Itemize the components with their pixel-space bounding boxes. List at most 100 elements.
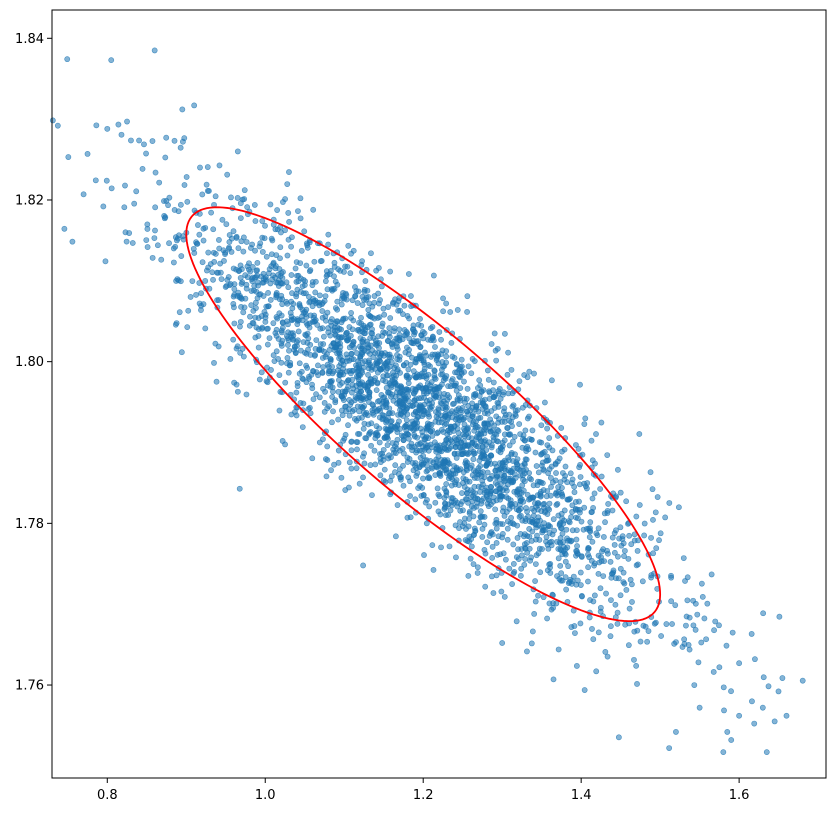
scatter-point [523,448,530,454]
scatter-point [453,361,460,368]
scatter-point [203,181,210,188]
scatter-point [607,558,614,565]
scatter-point [296,360,303,367]
scatter-point [440,308,447,315]
scatter-point [297,215,304,222]
scatter-point [611,530,618,537]
scatter-point [633,662,640,669]
scatter-point [396,418,402,425]
scatter-point [308,371,315,378]
scatter-point [374,379,381,386]
scatter-point [490,434,497,440]
y-tick-label: 1.78 [15,517,44,532]
scatter-point [335,388,342,395]
scatter-point [471,391,477,398]
scatter-point [452,382,459,389]
scatter-point [297,347,304,354]
scatter-point [136,137,142,144]
scatter-point [407,493,413,499]
scatter-point [369,492,375,498]
scatter-point [335,447,342,454]
scatter-point [574,550,581,557]
scatter-point [451,463,458,469]
scatter-point [429,351,436,358]
scatter-point [483,426,490,433]
scatter-point [210,276,216,283]
scatter-point [367,462,374,468]
scatter-point [592,460,598,467]
scatter-point [550,676,557,683]
scatter-point [348,389,355,396]
scatter-point [296,302,303,309]
scatter-point [573,663,580,669]
scatter-point [598,419,605,426]
scatter-point [385,304,392,311]
scatter-point [609,507,616,514]
scatter-point [477,489,483,495]
scatter-point [479,477,486,484]
scatter-point [478,431,485,438]
scatter-point [287,309,294,316]
scatter-point [463,426,470,433]
scatter-point [264,341,271,348]
scatter-point [501,593,508,600]
scatter-point [366,431,372,438]
scatter-point [528,476,534,483]
scatter-point [330,286,337,292]
scatter-point [361,297,367,303]
scatter-point [471,505,477,511]
scatter-point [301,228,308,235]
scatter-point [649,486,656,493]
scatter-point [131,200,138,207]
scatter-point [365,371,371,378]
scatter-point [332,305,339,311]
scatter-point [595,552,602,559]
scatter-point [701,615,708,622]
scatter-point [604,653,611,660]
scatter-point [554,538,560,545]
scatter-point [230,336,237,343]
scatter-point [355,366,362,373]
scatter-point [193,239,199,246]
scatter-point [593,668,600,675]
scatter-point [379,333,386,339]
scatter-point [405,271,412,277]
scatter-point [490,494,497,501]
scatter-point [611,549,618,556]
scatter-point [258,369,265,376]
scatter-point [581,687,588,693]
scatter-point [324,443,331,450]
scatter-point [528,640,535,647]
scatter-point [455,405,462,412]
scatter-point [432,376,439,382]
scatter-point [238,238,245,245]
scatter-point [307,267,314,273]
scatter-point [295,337,301,344]
scatter-point [370,402,377,409]
scatter-point [409,340,416,346]
scatter-point [223,221,230,228]
scatter-point [272,330,279,336]
scatter-point [278,340,285,347]
scatter-point [589,495,596,502]
scatter-point [425,411,432,418]
scatter-point [204,188,211,194]
scatter-point [599,548,605,555]
scatter-point [61,225,68,232]
scatter-point [572,499,579,505]
scatter-point [472,528,479,534]
scatter-point [211,258,218,265]
scatter-point [378,392,385,398]
scatter-point [557,479,564,486]
scatter-point [249,274,256,281]
scatter-point [532,578,538,584]
scatter-point [696,704,703,711]
scatter-point [468,435,475,442]
scatter-point [484,539,491,546]
scatter-point [275,336,282,342]
scatter-point [240,353,247,360]
scatter-point [593,530,600,537]
scatter-point [274,279,281,286]
scatter-point [728,688,734,695]
scatter-point [465,363,472,370]
